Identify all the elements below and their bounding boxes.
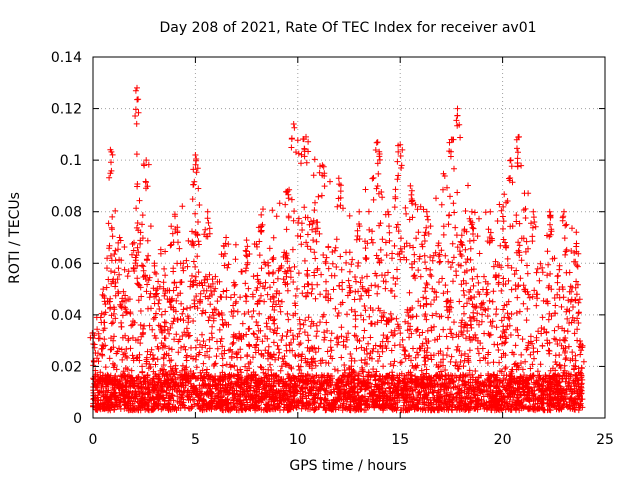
x-tick-label: 5 [191,432,200,448]
y-axis-title: ROTI / TECUs [7,192,23,284]
data-points [87,84,587,414]
grid-lines [93,57,605,418]
x-tick-label: 10 [289,432,307,448]
y-tick-label: 0.04 [51,308,82,324]
x-axis-title: GPS time / hours [289,458,406,474]
x-tick-label: 25 [596,432,614,448]
scatter-plus-markers [87,84,587,414]
x-tick-label: 15 [391,432,409,448]
chart-title: Day 208 of 2021, Rate Of TEC Index for r… [159,20,536,36]
y-tick-label: 0.02 [51,359,82,375]
axis-ticks [92,56,606,419]
y-tick-label: 0.12 [51,102,82,118]
y-tick-label: 0.08 [51,205,82,221]
x-tick-label: 20 [494,432,512,448]
y-tick-label: 0 [73,411,82,427]
y-tick-label: 0.1 [60,153,82,169]
plot-frame [92,56,606,419]
x-tick-label: 0 [89,432,98,448]
tick-labels: 0 5 10 15 20 25 0 0.02 0.04 0.06 0.08 0.1 0.12 0.14 [51,50,614,448]
y-tick-label: 0.06 [51,256,82,272]
y-tick-label: 0.14 [51,50,82,66]
